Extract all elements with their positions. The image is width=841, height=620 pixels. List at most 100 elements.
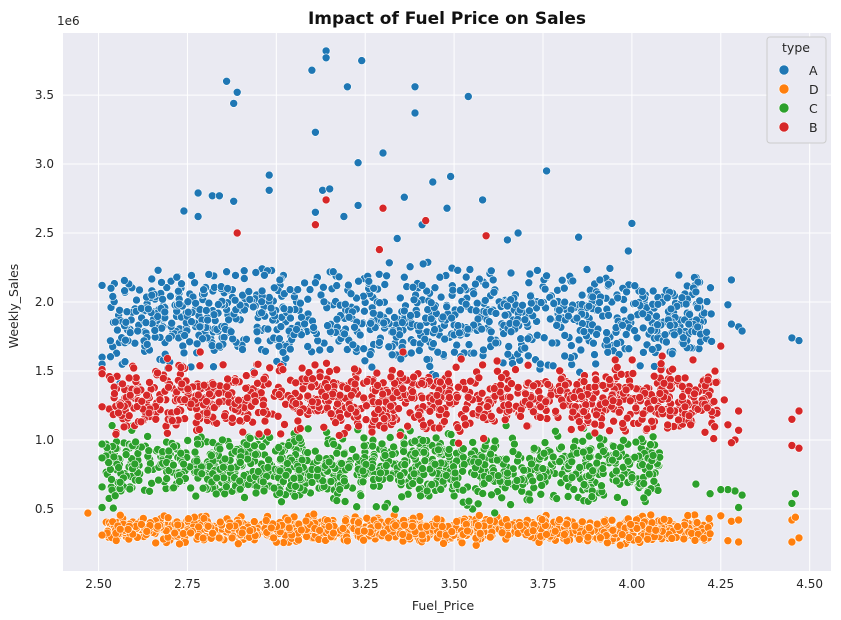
data-point [519, 465, 529, 475]
data-point [137, 520, 146, 529]
data-point [527, 459, 536, 469]
data-point [488, 275, 498, 285]
data-point [648, 432, 658, 442]
data-point [618, 320, 627, 330]
data-point [264, 293, 274, 302]
data-point [235, 484, 245, 494]
data-point [485, 532, 495, 542]
data-point [97, 402, 107, 412]
data-point [175, 539, 184, 549]
data-point [667, 349, 677, 359]
data-point [635, 393, 644, 402]
data-point [172, 272, 182, 282]
data-point [624, 344, 634, 354]
data-point [251, 450, 260, 459]
data-point [292, 325, 301, 334]
data-point [709, 397, 719, 406]
data-point [242, 414, 252, 423]
data-point [631, 299, 640, 308]
data-point [319, 282, 328, 292]
data-point [727, 319, 736, 329]
data-point [619, 435, 628, 445]
data-point [160, 307, 170, 317]
y-axis-offset-text: 1e6 [57, 14, 80, 28]
data-point [491, 338, 501, 348]
data-point [681, 299, 691, 309]
data-point [335, 390, 345, 400]
data-point [481, 231, 491, 241]
data-point [503, 301, 512, 311]
data-point [794, 406, 804, 416]
data-point [172, 407, 182, 416]
data-point [125, 484, 135, 494]
data-point [398, 530, 408, 539]
data-point [574, 534, 584, 544]
data-point [574, 232, 583, 242]
data-point [388, 327, 398, 337]
data-point [451, 362, 461, 372]
data-point [730, 486, 740, 496]
data-point [490, 508, 500, 518]
data-point [458, 466, 467, 476]
data-point [250, 441, 259, 451]
data-point [473, 499, 483, 509]
data-point [525, 495, 535, 505]
data-point [543, 379, 553, 389]
data-point [324, 457, 334, 467]
data-point [344, 312, 354, 322]
data-point [144, 408, 154, 418]
data-point [193, 212, 203, 221]
data-point [283, 515, 293, 525]
data-point [603, 538, 612, 548]
data-point [83, 508, 93, 518]
data-point [622, 287, 631, 297]
data-point [734, 515, 743, 525]
data-point [356, 491, 366, 500]
data-point [164, 382, 173, 392]
data-point [408, 387, 417, 397]
data-point [567, 457, 577, 467]
data-point [204, 270, 214, 279]
data-point [359, 441, 369, 451]
data-point [787, 441, 797, 450]
data-point [340, 497, 350, 506]
data-point [232, 228, 242, 238]
data-point [159, 373, 168, 383]
data-point [273, 411, 283, 421]
data-point [579, 480, 589, 489]
data-point [706, 309, 716, 319]
legend-title: type [782, 40, 810, 55]
data-point [207, 451, 216, 460]
data-point [445, 393, 454, 402]
data-point [331, 418, 340, 427]
data-point [231, 271, 240, 280]
data-point [794, 443, 804, 453]
data-point [250, 368, 259, 378]
y-axis-label: Weekly_Sales [6, 264, 21, 349]
data-point [191, 298, 200, 308]
data-point [232, 88, 242, 97]
data-point [504, 342, 514, 351]
data-point [566, 425, 576, 434]
data-point [164, 446, 174, 456]
data-point [587, 492, 597, 501]
data-point [353, 201, 363, 210]
data-point [350, 379, 360, 389]
data-point [386, 401, 395, 411]
data-point [108, 292, 118, 301]
data-point [187, 271, 196, 280]
data-point [408, 282, 418, 292]
data-point [319, 297, 329, 307]
data-point [130, 459, 140, 469]
data-point [627, 473, 637, 482]
data-point [648, 451, 658, 460]
data-point [484, 317, 494, 326]
data-point [179, 206, 189, 216]
data-point [516, 334, 526, 344]
data-point [457, 538, 467, 548]
data-point [198, 533, 208, 543]
data-point [376, 468, 385, 478]
data-point [123, 525, 133, 534]
data-point [529, 381, 538, 391]
data-point [284, 441, 293, 450]
